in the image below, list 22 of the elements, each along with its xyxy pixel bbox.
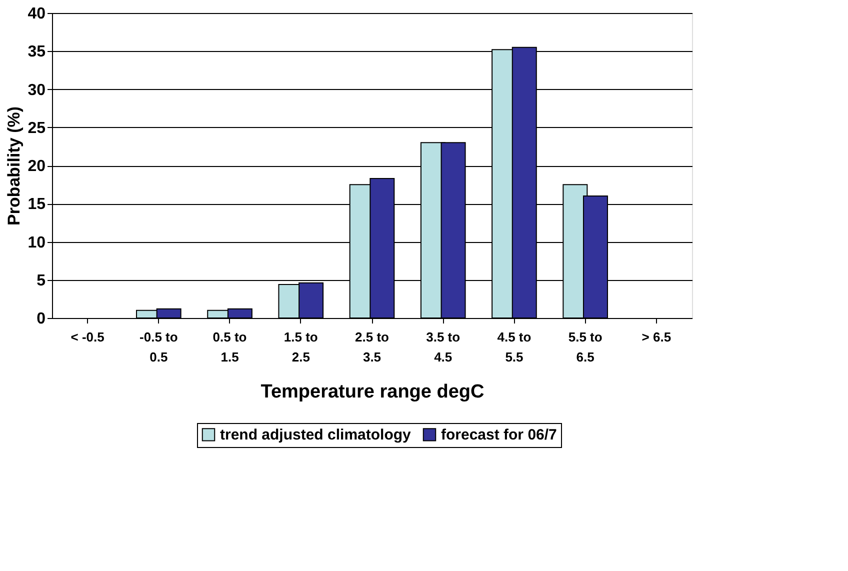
y-axis-title: Probability (%) (4, 106, 24, 226)
x-tick-label: 2.5 to 3.5 (355, 330, 390, 364)
y-tick-label: 15 (28, 196, 46, 214)
x-tick-label: 0.5 to 1.5 (212, 330, 247, 364)
y-tick-label: 30 (28, 82, 46, 99)
x-tick-label: 4.5 to 5.5 (497, 330, 532, 364)
y-tick-label: 35 (28, 44, 46, 61)
x-tick-label: < -0.5 (70, 330, 104, 344)
legend-label: trend adjusted climatology (220, 426, 412, 444)
x-tick-label: -0.5 to 0.5 (140, 330, 178, 364)
legend-label: forecast for 06/7 (441, 426, 557, 444)
y-tick-label: 5 (36, 272, 46, 290)
y-tick-label: 10 (28, 234, 46, 252)
x-tick-label: 3.5 to 4.5 (426, 330, 460, 364)
y-tick-label: 20 (28, 158, 46, 175)
y-tick-label: 25 (28, 120, 46, 137)
y-tick-label: 40 (28, 6, 46, 22)
x-tick-label: 5.5 to 6.5 (568, 330, 602, 364)
x-axis-title: Temperature range degC (260, 382, 485, 402)
x-tick-label: > 6.5 (642, 330, 672, 344)
y-tick-label: 0 (36, 310, 46, 328)
x-tick-label: 1.5 to 2.5 (284, 330, 318, 364)
